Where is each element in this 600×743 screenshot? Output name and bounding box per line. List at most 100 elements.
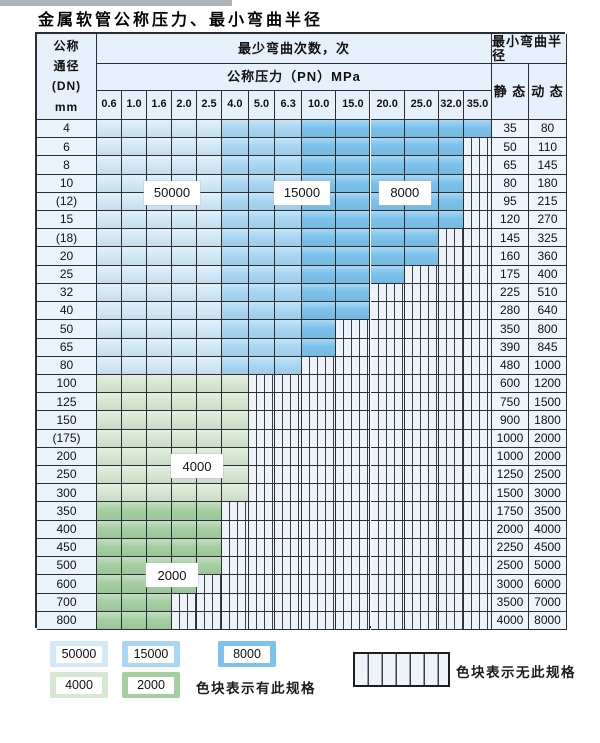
spec-unavailable-cell [336,374,371,394]
static-radius-cell: 390 [492,338,529,357]
spec-unavailable-cell [439,411,464,430]
spec-unavailable-cell [275,484,302,503]
pressure-column-header: 20.0 [370,91,405,120]
cycle-count-label: 15000 [274,180,330,205]
spec-unavailable-cell [404,393,439,412]
spec-available-cell [222,429,249,448]
spec-unavailable-cell [275,466,302,485]
spec-available-cell [122,411,147,430]
spec-available-cell [248,338,276,357]
spec-available-cell [97,429,122,448]
spec-unavailable-cell [197,611,222,630]
pressure-column-header: 5.0 [248,91,276,120]
spec-available-cell [197,557,222,576]
spec-available-cell [275,156,302,175]
spec-available-cell [122,374,147,394]
spec-unavailable-cell [336,338,371,357]
spec-available-cell [302,120,337,139]
spec-unavailable-cell [404,447,439,467]
spec-available-cell [404,229,439,248]
spec-unavailable-cell [275,557,302,576]
spec-available-cell [336,247,371,266]
spec-available-cell [122,320,147,339]
spec-unavailable-cell [336,538,371,558]
spec-unavailable-cell [370,520,405,539]
dynamic-radius-cell: 6000 [529,575,567,594]
spec-available-cell [172,374,197,394]
spec-available-cell [122,538,147,558]
spec-unavailable-cell [275,593,302,612]
static-radius-cell: 1000 [492,447,529,467]
spec-unavailable-cell [370,302,405,321]
dn-value-cell: 300 [37,484,97,503]
spec-available-cell [97,138,122,157]
spec-available-cell [275,338,302,357]
spec-available-cell [197,538,222,558]
spec-available-cell [172,484,197,503]
spec-available-cell [97,502,122,521]
spec-available-cell [275,302,302,321]
spec-unavailable-cell [370,429,405,448]
spec-available-cell [147,156,172,175]
spec-unavailable-cell [464,247,492,266]
dn-header-line: 通径 [53,58,80,73]
spec-unavailable-cell [464,466,492,485]
spec-unavailable-cell [370,466,405,485]
spec-available-cell [197,393,222,412]
spec-available-cell [97,520,122,539]
spec-unavailable-cell [336,320,371,339]
spec-unavailable-cell [275,429,302,448]
spec-available-cell [97,120,122,139]
spec-table: 公称 通径 (DN) mm 最少弯曲次数，次 公称压力（PN）MPa 0.6 1.0 1.6 2.… [35,32,567,630]
spec-available-cell [336,283,371,303]
spec-available-cell [122,575,147,594]
spec-unavailable-cell [404,338,439,357]
spec-unavailable-cell [439,520,464,539]
dn-value-cell: (18) [37,229,97,248]
spec-available-cell [336,138,371,157]
spec-available-cell [122,611,147,630]
spec-available-cell [275,138,302,157]
spec-available-cell [222,192,249,212]
legend-swatch-label: 8000 [224,645,270,663]
spec-available-cell [222,466,249,485]
spec-available-cell [97,447,122,467]
spec-available-cell [302,302,337,321]
spec-unavailable-cell [464,520,492,539]
dn-value-cell: 125 [37,393,97,412]
spec-available-cell [404,138,439,157]
spec-available-cell [122,265,147,284]
spec-unavailable-cell [248,611,276,630]
spec-available-cell [336,156,371,175]
spec-available-cell [172,302,197,321]
static-radius-cell: 2250 [492,538,529,558]
spec-available-cell [336,302,371,321]
spec-unavailable-cell [439,283,464,303]
spec-available-cell [197,247,222,266]
legend-swatch-label: 2000 [128,676,174,694]
spec-unavailable-cell [302,611,337,630]
spec-unavailable-cell [302,538,337,558]
static-radius-cell: 4000 [492,611,529,630]
dn-value-cell: 400 [37,520,97,539]
spec-unavailable-cell [370,411,405,430]
dn-value-cell: 8 [37,156,97,175]
spec-available-cell [222,283,249,303]
spec-available-cell [248,211,276,230]
spec-available-cell [248,356,276,375]
spec-unavailable-cell [336,593,371,612]
static-radius-cell: 145 [492,229,529,248]
spec-available-cell [404,211,439,230]
spec-available-cell [122,302,147,321]
spec-unavailable-cell [336,484,371,503]
spec-unavailable-cell [439,593,464,612]
pressure-column-header: 1.0 [122,91,147,120]
spec-unavailable-cell [464,593,492,612]
spec-unavailable-cell [464,611,492,630]
spec-available-cell [172,356,197,375]
spec-unavailable-cell [336,411,371,430]
dynamic-radius-cell: 845 [529,338,567,357]
spec-available-cell [97,174,122,193]
spec-available-cell [222,484,249,503]
legend-hatch-swatch [353,652,450,687]
